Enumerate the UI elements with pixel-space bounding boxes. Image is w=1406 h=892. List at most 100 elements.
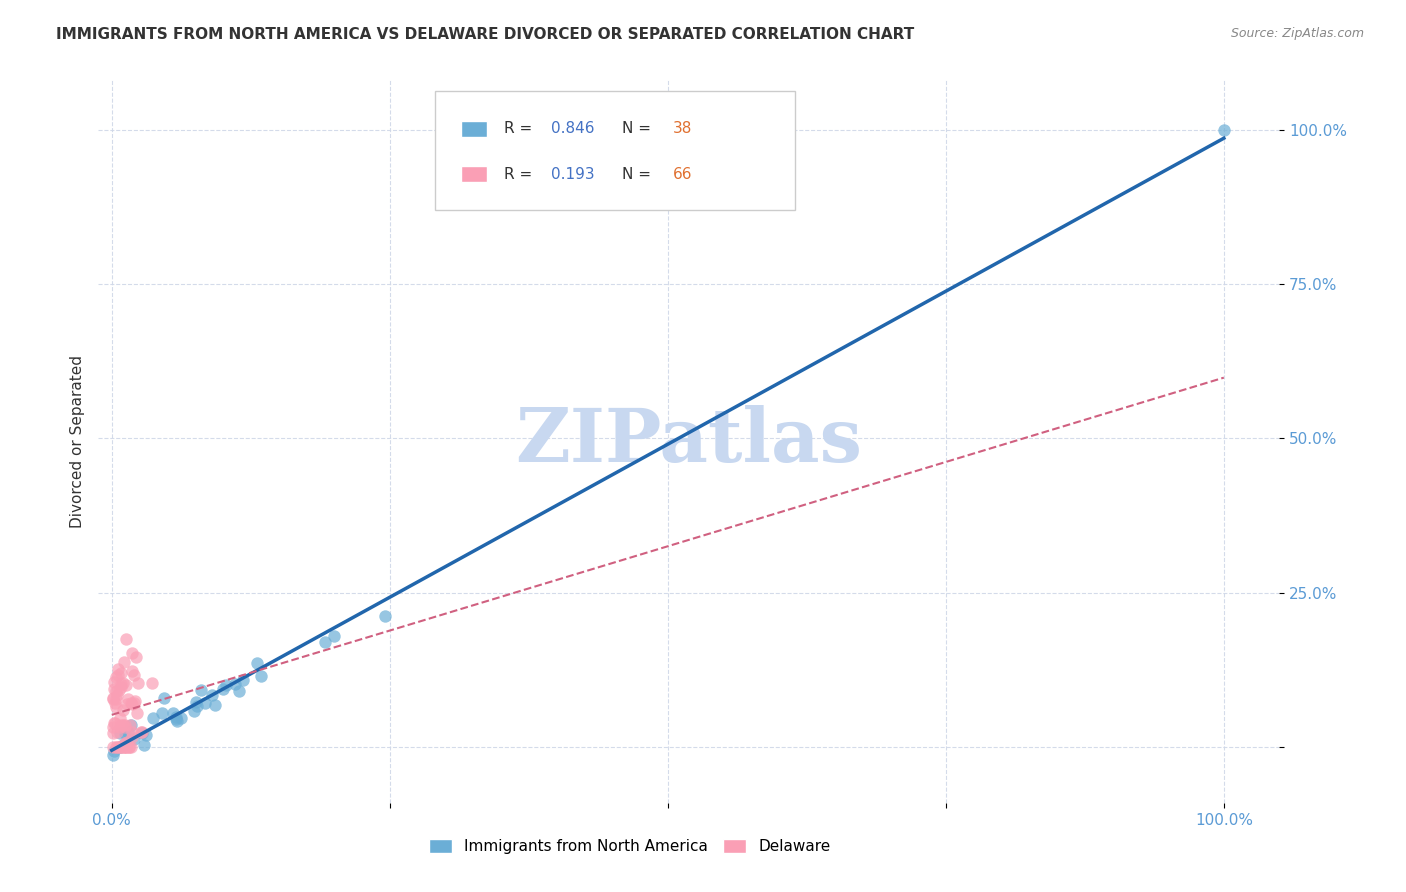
Point: [112, 740, 135, 755]
Text: 66: 66: [672, 167, 692, 182]
Point: [121, 646, 143, 660]
Point: [101, 747, 124, 762]
Text: R =: R =: [503, 167, 537, 182]
Text: IMMIGRANTS FROM NORTH AMERICA VS DELAWARE DIVORCED OR SEPARATED CORRELATION CHAR: IMMIGRANTS FROM NORTH AMERICA VS DELAWAR…: [56, 27, 914, 42]
Point: [124, 732, 146, 747]
Point: [103, 716, 125, 731]
Point: [103, 744, 125, 758]
Point: [232, 673, 254, 688]
Point: [111, 739, 134, 753]
Point: [114, 717, 136, 731]
Point: [103, 740, 125, 755]
Point: [212, 681, 235, 696]
Point: [105, 740, 128, 755]
Point: [190, 682, 212, 697]
Point: [110, 740, 132, 755]
Point: [107, 668, 129, 682]
Point: [115, 735, 138, 749]
Point: [108, 720, 131, 734]
Point: [108, 725, 131, 739]
Point: [111, 675, 134, 690]
Point: [131, 726, 153, 740]
Point: [110, 680, 132, 694]
Point: [125, 649, 148, 664]
FancyBboxPatch shape: [461, 166, 486, 182]
Point: [110, 718, 132, 732]
Point: [135, 728, 157, 742]
Point: [104, 696, 127, 710]
Point: [112, 717, 135, 731]
Point: [152, 690, 174, 705]
Point: [131, 725, 153, 739]
Point: [104, 715, 127, 730]
Text: 38: 38: [672, 121, 692, 136]
Text: N =: N =: [621, 167, 655, 182]
Point: [249, 669, 271, 683]
Point: [110, 739, 132, 753]
Point: [104, 670, 127, 684]
Point: [110, 666, 132, 681]
Point: [184, 695, 207, 709]
Point: [323, 629, 346, 643]
Point: [121, 730, 143, 744]
Point: [131, 724, 153, 739]
Text: R =: R =: [503, 121, 537, 136]
Point: [373, 608, 395, 623]
Point: [103, 674, 125, 689]
Point: [162, 706, 184, 720]
Point: [1212, 122, 1234, 136]
Point: [107, 662, 129, 676]
Point: [101, 726, 124, 740]
Point: [108, 739, 131, 754]
Point: [124, 694, 146, 708]
Point: [124, 696, 146, 710]
Point: [110, 677, 132, 691]
Point: [204, 698, 226, 712]
Point: [121, 740, 143, 755]
Point: [115, 677, 138, 691]
Point: [170, 711, 193, 725]
Point: [224, 677, 246, 691]
Point: [108, 683, 131, 698]
Point: [214, 678, 236, 692]
Point: [111, 703, 134, 717]
Point: [104, 700, 127, 714]
Point: [112, 740, 135, 755]
Point: [112, 655, 135, 669]
Point: [114, 736, 136, 750]
Point: [120, 718, 142, 732]
Point: [118, 740, 141, 755]
FancyBboxPatch shape: [434, 91, 796, 211]
Point: [122, 668, 145, 682]
Text: 0.193: 0.193: [551, 167, 595, 182]
FancyBboxPatch shape: [461, 120, 486, 136]
Point: [103, 681, 125, 696]
Point: [121, 698, 143, 712]
Point: [194, 696, 217, 710]
Point: [183, 704, 205, 718]
Point: [118, 740, 141, 755]
Point: [104, 740, 127, 755]
Point: [314, 634, 336, 648]
Point: [200, 689, 222, 703]
Text: N =: N =: [621, 121, 655, 136]
Point: [228, 684, 250, 698]
Point: [114, 740, 136, 755]
Point: [107, 740, 129, 755]
Point: [108, 711, 131, 725]
Point: [142, 711, 165, 725]
Point: [117, 725, 139, 739]
Point: [166, 714, 188, 729]
Point: [115, 632, 138, 646]
Text: 0.846: 0.846: [551, 121, 595, 136]
Point: [132, 739, 155, 753]
Point: [101, 692, 124, 706]
Point: [127, 706, 149, 721]
Point: [105, 725, 128, 739]
Point: [117, 698, 139, 712]
Point: [105, 684, 128, 698]
Text: Source: ZipAtlas.com: Source: ZipAtlas.com: [1230, 27, 1364, 40]
Point: [120, 718, 142, 732]
Point: [114, 726, 136, 740]
Point: [110, 740, 132, 755]
